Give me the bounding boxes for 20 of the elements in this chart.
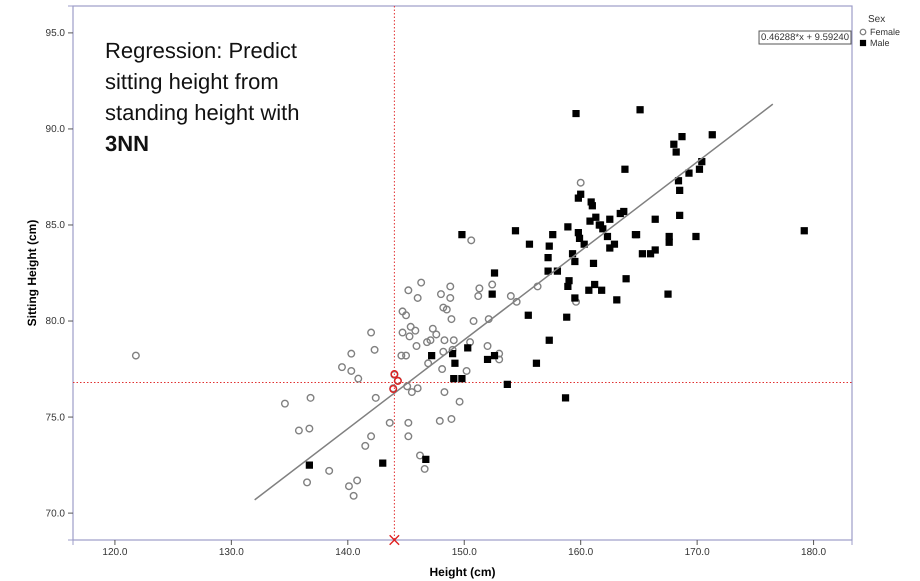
y-tick-label: 90.0 [46, 124, 66, 136]
y-tick-label: 70.0 [46, 508, 66, 520]
x-tick-label: 140.0 [335, 547, 361, 558]
legend-title: Sex [868, 14, 886, 25]
y-axis-title: Sitting Height (cm) [25, 220, 39, 326]
y-tick-label: 95.0 [46, 28, 66, 40]
chart-title: Regression: Predict sitting height from standing height with 3NN [105, 38, 300, 156]
y-tick-label: 80.0 [46, 316, 66, 328]
y-tick-label: 85.0 [46, 220, 66, 232]
legend-label: Male [870, 38, 890, 48]
x-tick-label: 160.0 [568, 547, 594, 558]
legend-label: Female [870, 27, 900, 37]
x-tick-label: 130.0 [218, 547, 244, 558]
x-tick-label: 150.0 [452, 547, 478, 558]
x-axis-title: Height (cm) [430, 565, 496, 579]
annotation: 0.46288*x + 9.59240 [761, 32, 849, 43]
y-tick-label: 75.0 [46, 412, 66, 424]
x-tick-label: 180.0 [801, 547, 827, 558]
x-tick-label: 120.0 [102, 547, 128, 558]
x-tick-label: 170.0 [684, 547, 710, 558]
